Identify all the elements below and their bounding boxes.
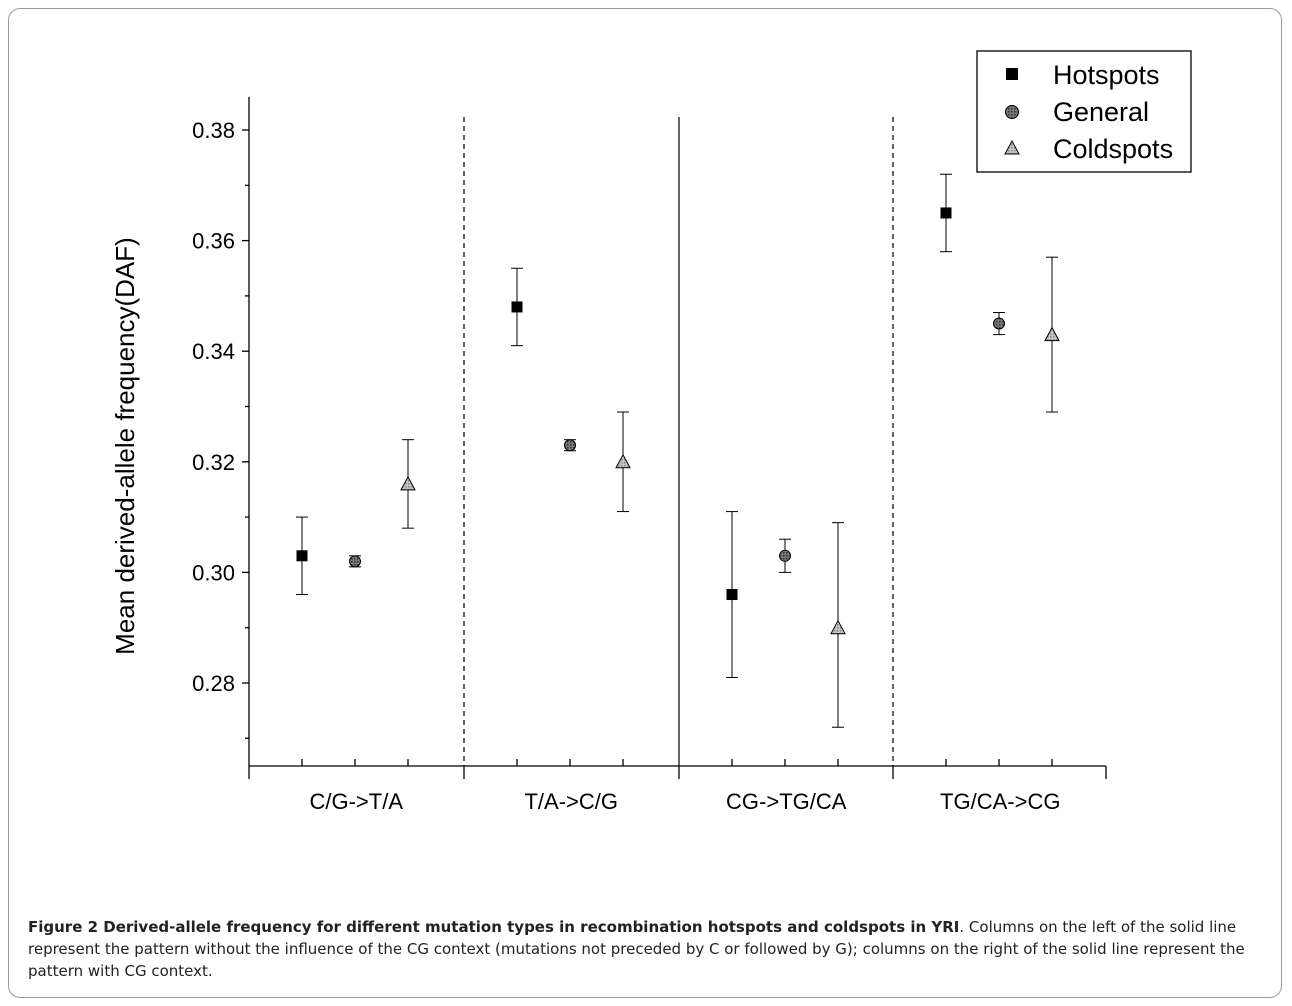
figure-frame <box>8 8 1282 998</box>
y-tick-label: 0.36 <box>192 229 235 254</box>
general-point <box>993 317 1005 330</box>
x-category-label: T/A->C/G <box>524 789 618 814</box>
axes: 0.28 0.30 0.32 0.34 0.36 0.38 <box>192 96 1107 779</box>
legend: Hotspots General Coldspots <box>976 50 1192 173</box>
coldspots-point <box>400 475 416 491</box>
y-tick-label: 0.28 <box>192 671 235 696</box>
y-tick-label: 0.30 <box>192 560 235 585</box>
coldspots-point <box>1044 326 1060 342</box>
scatter-chart: 0.28 0.30 0.32 0.34 0.36 0.38 C/G->T/A T/A->C/… <box>110 50 1192 814</box>
figure-caption: Figure 2 Derived-allele frequency for di… <box>28 916 1268 982</box>
hotspots-point <box>296 550 308 562</box>
legend-general-marker <box>1005 105 1019 119</box>
y-axis-title: Mean derived-allele frequency(DAF) <box>110 237 140 655</box>
data-markers <box>296 207 1060 635</box>
general-point <box>779 549 791 562</box>
coldspots-point <box>615 453 631 469</box>
hotspots-point <box>511 301 523 313</box>
x-category-label: TG/CA->CG <box>940 789 1060 814</box>
y-tick-label: 0.32 <box>192 450 235 475</box>
x-category-label: CG->TG/CA <box>726 789 847 814</box>
caption-text: . Columns on the left of the solid line … <box>28 918 1245 980</box>
y-tick-label: 0.38 <box>192 118 235 143</box>
coldspots-point <box>830 619 846 635</box>
legend-coldspots-label: Coldspots <box>1053 134 1173 164</box>
legend-hotspots-label: Hotspots <box>1053 60 1160 90</box>
y-tick-label: 0.34 <box>192 339 235 364</box>
x-tick-labels: C/G->T/A T/A->C/G CG->TG/CA TG/CA->CG <box>309 789 1060 814</box>
group-separators <box>463 117 894 766</box>
error-bars <box>296 173 1058 728</box>
x-category-label: C/G->T/A <box>309 789 403 814</box>
general-point <box>564 439 576 452</box>
caption-title: Figure 2 Derived-allele frequency for di… <box>28 918 960 936</box>
general-point <box>349 555 361 568</box>
hotspots-point <box>940 207 952 219</box>
legend-hotspots-marker <box>1006 68 1018 80</box>
hotspots-point <box>726 589 738 601</box>
legend-coldspots-marker <box>1004 139 1020 155</box>
legend-general-label: General <box>1053 97 1149 127</box>
